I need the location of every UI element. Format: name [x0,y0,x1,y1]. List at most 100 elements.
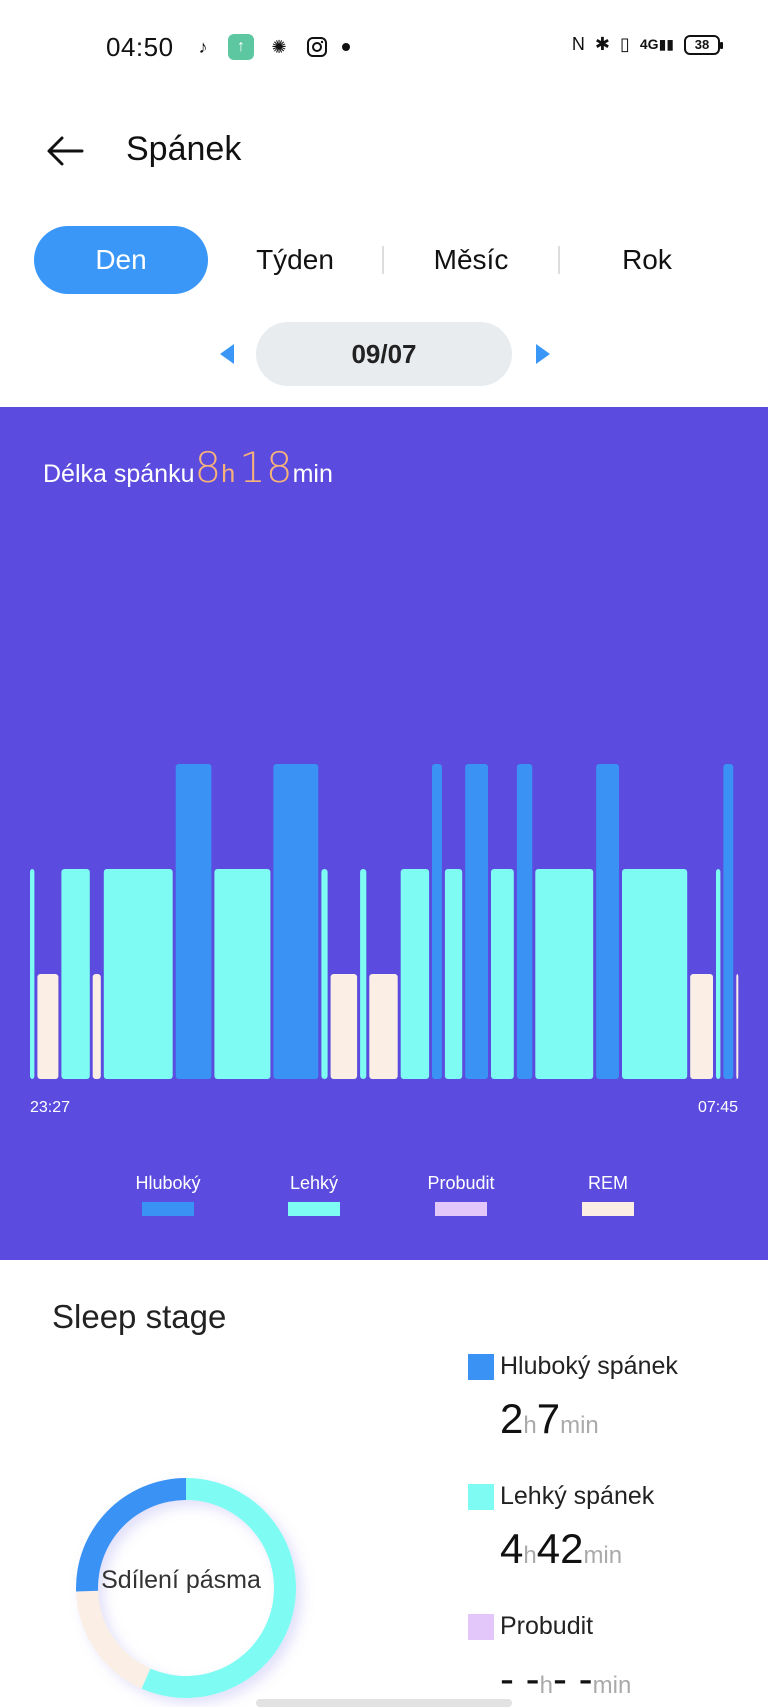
sleep-segment-bar-light [622,869,688,1079]
sleep-segment-bar-light [360,869,367,1079]
legend-item-awake: Probudit [401,1173,521,1216]
stat-light-sleep: Lehký spánek 4 h 42 min [468,1482,654,1573]
next-date-button[interactable] [532,340,554,368]
sleep-segment-bar-light [716,869,721,1079]
stat-value: - - h - - min [500,1655,631,1703]
stat-value: 4 h 42 min [500,1525,654,1573]
legend-item-rem: REM [548,1173,668,1216]
nfc-icon: Ν [571,34,585,54]
stat-label: Probudit [500,1612,594,1640]
tab-divider [557,246,560,274]
duration-label: Délka spánku [43,460,195,488]
home-indicator[interactable] [256,1699,512,1707]
tab-divider [382,246,384,274]
sleep-segment-bar-rem [37,974,59,1079]
network-type: 4G [639,36,659,52]
sleep-duration: Délka spánku 8 h 18 min [43,443,333,492]
donut-slice-deep [76,1478,186,1592]
signal-4g-icon: 4G▮▮ [639,36,674,52]
tab-month[interactable]: Měsíc [433,244,509,275]
sleep-segment-bar-light [321,869,328,1079]
legend-label: Lehký [289,1173,339,1193]
donut-center-label: Sdílení pásma [101,1566,261,1594]
date-display[interactable]: 09/07 [256,322,512,386]
duration-hours: 8 [194,443,222,492]
sleep-stage-title: Sleep stage [52,1298,227,1335]
sleep-segment-bar-deep [516,764,533,1079]
sleep-segment-bar-light [491,869,514,1079]
stat-minutes-unit: min [592,1672,632,1699]
sleep-segment-bar-deep [432,764,442,1079]
stat-hours-unit: h [523,1542,537,1569]
arrow-left-icon [47,136,84,166]
stat-swatch-awake [468,1613,494,1640]
stat-header: Lehký spánek [468,1482,654,1511]
stat-minutes: - - [553,1655,593,1702]
sleep-segment-bar-deep [175,764,212,1079]
x-axis-start-label: 23:27 [30,1099,71,1116]
duration-minutes-unit: min [292,460,333,488]
duration-hours-unit: h [221,460,236,488]
legend-label: REM [588,1173,628,1193]
app-header: Spánek [0,110,768,190]
x-axis-end-label: 07:45 [697,1099,738,1116]
prev-date-button[interactable] [216,340,238,368]
battery-level: 38 [694,37,710,52]
chart-legend: Hluboký Lehký Probudit REM [0,1173,768,1233]
sleep-segment-bar-rem [330,974,358,1079]
stat-minutes-unit: min [583,1542,623,1569]
status-bar: 04:50 ♪ ↑ ✺ Ν ✱ ▯ 4G▮▮ 38 [0,0,768,96]
donut-slice-rem [76,1590,151,1689]
stat-deep-sleep: Hluboký spánek 2 h 7 min [468,1352,678,1443]
notification-dot-icon [342,43,350,51]
donut-slice-light [141,1478,296,1698]
sleep-segment-bar-rem [92,974,101,1079]
legend-swatch-light [288,1202,340,1216]
stat-swatch-light [468,1483,494,1510]
tab-year[interactable]: Rok [622,244,672,275]
aperture-icon: ✺ [271,36,287,57]
stat-header: Probudit [468,1612,631,1641]
stat-hours-unit: h [539,1672,554,1699]
sleep-segment-bar-rem [736,974,739,1079]
tab-week[interactable]: Týden [256,244,334,275]
stat-hours-unit: h [523,1412,537,1439]
upload-app-icon: ↑ [228,34,254,60]
sleep-segment-bar-light [61,869,90,1079]
legend-item-deep: Hluboký [108,1173,228,1216]
stat-swatch-deep [468,1353,494,1380]
status-time: 04:50 [106,32,174,62]
battery-icon: 38 [684,34,723,55]
stat-hours: 2 [500,1395,524,1442]
sleep-segment-bar-rem [690,974,713,1079]
legend-label: Probudit [427,1173,495,1193]
page-title: Spánek [126,130,242,168]
date-selector: 09/07 [0,322,768,386]
legend-swatch-awake [435,1202,487,1216]
tab-day[interactable]: Den [34,226,208,294]
period-tabs: Den Týden Měsíc Rok [34,226,734,294]
stat-minutes: 7 [536,1395,561,1442]
legend-item-light: Lehký [254,1173,374,1216]
sleep-segment-bar-deep [596,764,619,1079]
sleep-segment-bar-light [535,869,594,1079]
status-left-icons: ♪ ↑ ✺ [190,34,350,60]
sleep-segment-bar-light [400,869,430,1079]
duration-minutes: 18 [239,443,293,492]
sleep-stage-chart [30,764,739,1079]
stage-share-donut [76,1478,296,1698]
sleep-chart-panel: Délka spánku 8 h 18 min 23:27 07:45 Hlub… [0,407,768,1260]
sleep-segment-bar-deep [273,764,319,1079]
sleep-segment-bar-rem [369,974,398,1079]
back-button[interactable] [40,126,90,176]
sleep-segment-bar-light [30,869,35,1079]
stat-hours: 4 [500,1525,524,1572]
stat-hours: - - [500,1655,540,1702]
instagram-icon [304,34,330,60]
status-right-icons: Ν ✱ ▯ 4G▮▮ 38 [571,34,723,55]
stat-minutes-unit: min [560,1412,599,1439]
stat-minutes: 42 [536,1525,584,1572]
bluetooth-icon: ✱ [594,34,610,54]
sleep-segment-bar-deep [723,764,734,1079]
sleep-segment-bar-light [103,869,173,1079]
